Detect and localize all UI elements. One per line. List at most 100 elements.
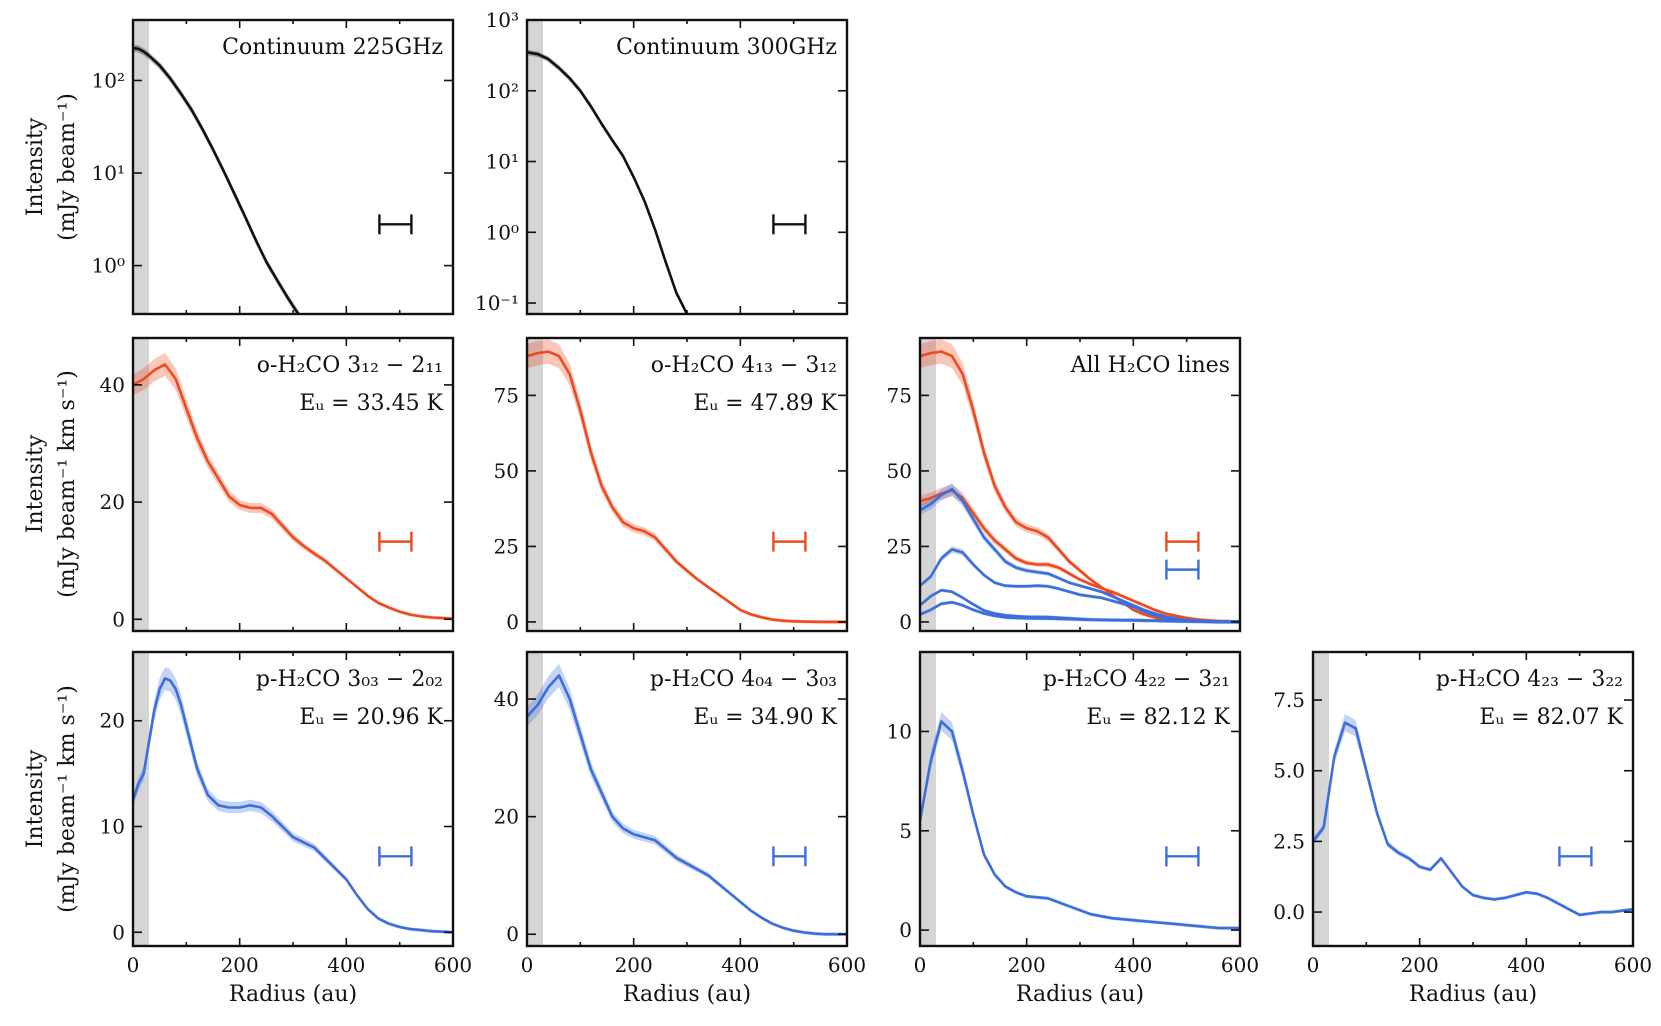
beam-size-bar <box>772 846 807 867</box>
plot-area <box>920 338 1240 631</box>
x-tick-label: 200 <box>615 953 653 977</box>
panel-p423: 0 200 400 600 Radius (au) 0.0 2.5 5.0 7.5 p-H₂CO … <box>1273 650 1652 1007</box>
y-tick-label: 50 <box>887 459 912 483</box>
uncertainty-band <box>527 339 847 624</box>
panel-p422: 0 200 400 600 Radius (au) 0 5 10 p-H₂CO 4₂₂ − 3₂… <box>887 650 1259 1007</box>
panel-energy-label: Eᵤ = 82.07 K <box>1479 705 1623 730</box>
series-line <box>527 51 689 314</box>
inner-region-shade <box>920 338 936 631</box>
y-tick-label: 10⁰ <box>92 254 125 278</box>
x-tick-label: 600 <box>828 953 866 977</box>
beam-size-bar <box>1165 846 1200 867</box>
y-tick-label: 40 <box>494 687 519 711</box>
x-tick-label: 600 <box>1614 953 1652 977</box>
panel-cont225: 10⁰ 10¹ 10² Continuum 225GHz <box>92 18 455 316</box>
series-line <box>133 363 453 620</box>
x-axis-label: Radius (au) <box>229 982 357 1007</box>
series-line <box>133 46 300 314</box>
y-tick-label: 2.5 <box>1273 829 1305 853</box>
y-tick-label: 0 <box>506 610 519 634</box>
panel-all: 0 25 50 75 All H₂CO lines <box>887 336 1242 634</box>
beam-size-bar <box>378 531 413 552</box>
beam-size-bar <box>772 214 807 235</box>
y-tick-label: 0.0 <box>1273 900 1305 924</box>
x-axis-label: Radius (au) <box>1016 982 1144 1007</box>
panel-title: p-H₂CO 4₀₄ − 3₀₃ <box>650 667 837 692</box>
panel-title: p-H₂CO 4₂₂ − 3₂₁ <box>1043 667 1230 692</box>
x-tick-label: 0 <box>521 953 534 977</box>
y-tick-label: 10² <box>486 79 519 103</box>
x-tick-label: 200 <box>1401 953 1439 977</box>
panel-energy-label: Eᵤ = 82.12 K <box>1086 705 1230 730</box>
y-tick-label: 20 <box>100 709 125 733</box>
panel-p303: 0 200 400 600 Radius (au) 0 10 20 p-H₂CO 3₀₃ − 2… <box>100 650 472 1007</box>
x-tick-label: 200 <box>221 953 259 977</box>
y-axis-label-lines: (mJy beam⁻¹ km s⁻¹) <box>55 685 80 913</box>
x-tick-label: 600 <box>1221 953 1259 977</box>
x-tick-label: 400 <box>1507 953 1545 977</box>
panel-title: o-H₂CO 4₁₃ − 3₁₂ <box>651 353 837 378</box>
y-tick-label: 10¹ <box>486 150 519 174</box>
y-tick-label: 10⁰ <box>486 220 519 244</box>
panel-energy-label: Eᵤ = 47.89 K <box>693 391 837 416</box>
plot-area <box>527 20 689 314</box>
panel-title: Continuum 300GHz <box>616 35 837 60</box>
y-tick-label: 40 <box>100 373 125 397</box>
panel-title: All H₂CO lines <box>1070 353 1230 378</box>
uncertainty-band <box>920 339 1240 624</box>
x-tick-label: 200 <box>1008 953 1046 977</box>
y-tick-label: 20 <box>100 490 125 514</box>
panel-cont300: 10⁻¹ 10⁰ 10¹ 10² 10³ Continuum 300GHz <box>475 8 849 316</box>
y-tick-label: 75 <box>494 383 519 407</box>
panel-p404: 0 200 400 600 Radius (au) 0 20 40 p-H₂CO 4₀₄ − 3… <box>494 650 866 1007</box>
axes-frame <box>1311 650 1635 948</box>
x-tick-label: 400 <box>327 953 365 977</box>
panel-energy-label: Eᵤ = 33.45 K <box>299 391 443 416</box>
x-tick-label: 0 <box>914 953 927 977</box>
panel-title: p-H₂CO 4₂₃ − 3₂₂ <box>1436 667 1623 692</box>
beam-size-bar <box>378 846 413 867</box>
panel-title: o-H₂CO 3₁₂ − 2₁₁ <box>257 353 443 378</box>
y-tick-label: 0 <box>506 922 519 946</box>
x-tick-label: 0 <box>1307 953 1320 977</box>
axes-frame <box>525 336 849 633</box>
inner-region-shade <box>133 20 149 314</box>
inner-region-shade <box>133 338 149 631</box>
beam-size-bar <box>1165 531 1200 552</box>
y-tick-label: 25 <box>887 534 912 558</box>
y-tick-label: 10² <box>92 68 125 92</box>
y-tick-label: 0 <box>899 610 912 634</box>
plot-area <box>1313 652 1633 946</box>
panel-o312: 0 20 40 o-H₂CO 3₁₂ − 2₁₁ Eᵤ = 33.45 K <box>100 336 455 633</box>
plot-area <box>133 20 301 314</box>
y-tick-label: 25 <box>494 534 519 558</box>
panel-title: Continuum 225GHz <box>222 35 443 60</box>
uncertainty-band <box>920 712 1240 930</box>
y-tick-label: 10⁻¹ <box>475 291 519 315</box>
inner-region-shade <box>920 652 936 946</box>
beam-size-bar <box>1558 846 1593 867</box>
panel-energy-label: Eᵤ = 34.90 K <box>693 705 837 730</box>
y-tick-label: 10³ <box>486 8 519 32</box>
inner-region-shade <box>527 338 543 631</box>
series-line <box>920 720 1240 930</box>
y-tick-label: 0 <box>112 607 125 631</box>
panel-title: p-H₂CO 3₀₃ − 2₀₂ <box>256 667 443 692</box>
x-axis-label: Radius (au) <box>1409 982 1537 1007</box>
y-tick-label: 20 <box>494 805 519 829</box>
x-tick-label: 0 <box>127 953 140 977</box>
y-axis-label-lines: Intensity <box>23 434 48 533</box>
plot-area <box>133 338 453 631</box>
axes-frame <box>525 18 849 316</box>
beam-size-bar <box>1165 559 1200 580</box>
uncertainty-band <box>527 49 689 314</box>
axes-frame <box>131 18 455 316</box>
x-tick-label: 600 <box>434 953 472 977</box>
y-tick-label: 75 <box>887 383 912 407</box>
y-tick-label: 50 <box>494 459 519 483</box>
inner-region-shade <box>527 652 543 946</box>
series-line <box>920 601 1240 624</box>
series-line <box>527 350 847 624</box>
series-line <box>527 674 847 936</box>
